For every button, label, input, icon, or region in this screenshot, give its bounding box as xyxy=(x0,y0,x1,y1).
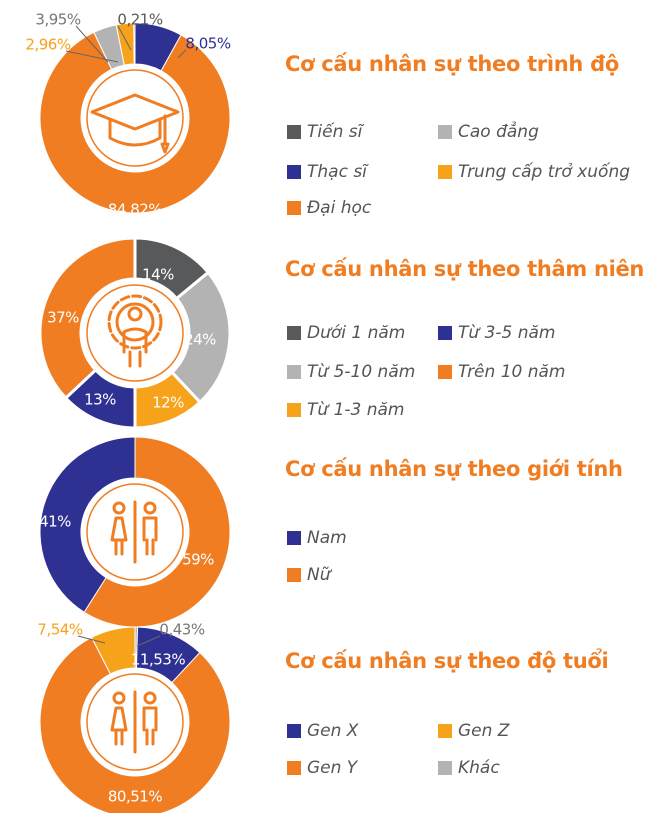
value-label: 2,96% xyxy=(25,36,70,54)
leader-line xyxy=(75,25,109,63)
legend-swatch xyxy=(438,125,452,139)
value-label: 80,51% xyxy=(108,788,162,806)
donut-hole xyxy=(82,65,188,171)
slice xyxy=(90,626,136,675)
chart-title: Cơ cấu nhân sự theo thâm niên xyxy=(285,257,644,281)
legend-label: Cao đẳng xyxy=(458,121,539,142)
inner-ring xyxy=(86,673,184,771)
slices xyxy=(38,22,232,813)
legend-swatch xyxy=(287,365,301,379)
value-label: 41% xyxy=(39,513,71,531)
legend-swatch xyxy=(287,724,301,738)
slice xyxy=(133,22,136,65)
value-label: 7,54% xyxy=(37,621,82,639)
legend-label: Trung cấp trở xuống xyxy=(458,161,630,182)
inner-ring xyxy=(86,69,184,167)
legend-swatch xyxy=(287,201,301,215)
value-label: 59% xyxy=(182,551,214,569)
chart-title: Cơ cấu nhân sự theo độ tuổi xyxy=(285,648,608,673)
legend-label: Từ 1-3 năm xyxy=(307,400,404,420)
legend-swatch xyxy=(438,724,452,738)
legend-swatch xyxy=(287,326,301,340)
legend-swatch xyxy=(287,568,301,582)
legend-label: Dưới 1 năm xyxy=(307,323,405,343)
value-label: 8,05% xyxy=(185,35,230,53)
value-label: 13% xyxy=(84,391,116,409)
legend-label: Gen X xyxy=(307,721,359,741)
legend-swatch xyxy=(287,531,301,545)
legend-label: Từ 3-5 năm xyxy=(458,323,555,343)
chart-title: Cơ cấu nhân sự theo giới tính xyxy=(285,457,623,481)
legend-label: Trên 10 năm xyxy=(458,362,565,382)
leader-line xyxy=(136,635,161,647)
legend-label: Nam xyxy=(307,528,347,548)
value-label: 3,95% xyxy=(35,11,80,29)
legend-swatch xyxy=(287,403,301,417)
legend-label: Khác xyxy=(458,758,500,778)
value-label: 14% xyxy=(142,266,174,284)
graduation-icon xyxy=(90,93,180,154)
legend-swatch xyxy=(438,165,452,179)
inner-ring xyxy=(86,483,184,581)
leader-line xyxy=(177,49,187,59)
legend-label: Tiến sĩ xyxy=(307,121,365,142)
legend-label: Nữ xyxy=(307,565,333,585)
chart-title: Cơ cấu nhân sự theo trình độ xyxy=(285,52,619,76)
legend-swatch xyxy=(438,365,452,379)
legend-swatch xyxy=(287,761,301,775)
legend-label: Thạc sĩ xyxy=(307,162,369,182)
leader-line xyxy=(117,25,132,51)
legend-label: Gen Y xyxy=(307,758,359,778)
legend-swatch xyxy=(438,761,452,775)
restroom-icon xyxy=(110,690,158,754)
value-label: 0,43% xyxy=(159,621,204,639)
leader-line xyxy=(77,635,106,644)
slice xyxy=(39,31,231,214)
legend-label: Từ 5-10 năm xyxy=(307,362,415,382)
gear-person-icon xyxy=(107,294,163,368)
value-label: 84,82% xyxy=(108,201,162,219)
slice xyxy=(39,636,231,813)
legend-swatch xyxy=(287,165,301,179)
value-label: 24% xyxy=(184,331,216,349)
value-label: 11,53% xyxy=(131,651,185,669)
legend-label: Đại học xyxy=(307,198,372,218)
value-label: 0,21% xyxy=(117,11,162,29)
donut-hole xyxy=(82,280,188,386)
legend-swatch xyxy=(438,326,452,340)
slice xyxy=(38,236,137,401)
value-label: 37% xyxy=(47,309,79,327)
slice xyxy=(83,436,231,628)
inner-ring xyxy=(86,284,184,382)
leader-line xyxy=(65,50,119,63)
restroom-icon xyxy=(110,500,158,564)
legend-swatch xyxy=(287,125,301,139)
legend-label: Gen Z xyxy=(458,721,510,741)
value-label: 12% xyxy=(152,394,184,412)
slice xyxy=(39,436,136,613)
